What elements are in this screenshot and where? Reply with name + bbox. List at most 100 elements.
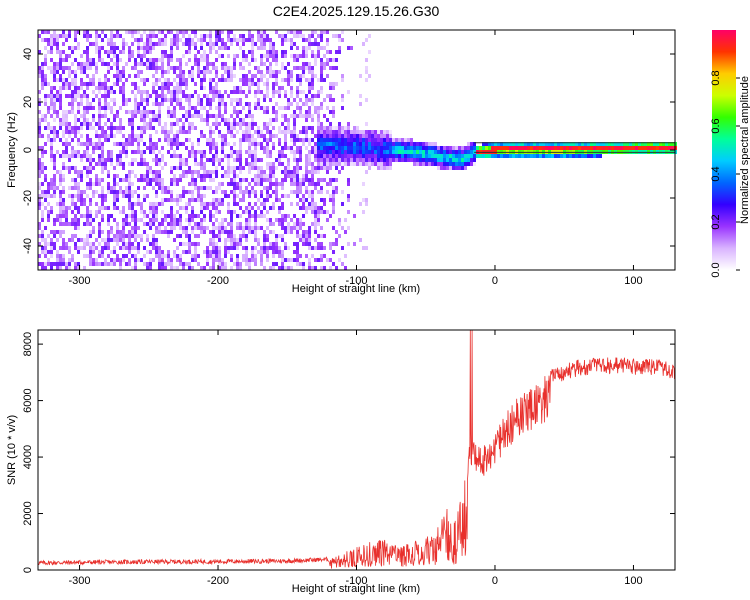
heatmap-cell [80,122,83,126]
heatmap-cell [92,58,95,62]
heatmap-cell [302,50,305,54]
heatmap-cell [74,222,77,226]
heatmap-cell [143,194,146,198]
heatmap-cell [107,102,110,106]
heatmap-cell [524,146,527,150]
heatmap-cell [188,262,191,266]
heatmap-cell [140,98,143,102]
heatmap-cell [164,70,167,74]
heatmap-cell [173,178,176,182]
heatmap-cell [143,106,146,110]
heatmap-cell [209,230,212,234]
heatmap-cell [80,202,83,206]
heatmap-cell [251,82,254,86]
heatmap-cell [215,86,218,90]
heatmap-cell [212,94,215,98]
heatmap-cell [212,46,215,50]
heatmap-cell [308,154,311,158]
heatmap-cell [374,138,377,142]
heatmap-cell [260,74,263,78]
heatmap-cell [494,154,497,158]
heatmap-cell [176,90,179,94]
heatmap-cell [296,86,299,90]
chart-title: C2E4.2025.129.15.26.G30 [273,3,440,19]
heatmap-cell [170,222,173,226]
heatmap-cell [269,150,272,154]
heatmap-cell [50,106,53,110]
heatmap-cell [254,194,257,198]
heatmap-cell [167,86,170,90]
heatmap-cell [74,78,77,82]
heatmap-cell [179,78,182,82]
heatmap-cell [62,50,65,54]
heatmap-cell [212,226,215,230]
heatmap-cell [269,62,272,66]
heatmap-cell [302,234,305,238]
heatmap-cell [38,202,41,206]
heatmap-cell [641,146,644,150]
heatmap-cell [191,42,194,46]
heatmap-cell [80,62,83,66]
heatmap-cell [557,142,560,146]
heatmap-cell [191,114,194,118]
heatmap-cell [257,70,260,74]
heatmap-cell [206,98,209,102]
heatmap-cell [242,178,245,182]
heatmap-cell [353,150,356,154]
heatmap-cell [455,150,458,154]
heatmap-cell [173,226,176,230]
heatmap-cell [290,226,293,230]
heatmap-cell [98,102,101,106]
heatmap-cell [260,182,263,186]
heatmap-cell [137,38,140,42]
heatmap-cell [86,82,89,86]
heatmap-cell [452,166,455,170]
heatmap-cell [41,250,44,254]
heatmap-cell [74,226,77,230]
heatmap-cell [170,102,173,106]
heatmap-cell [77,250,80,254]
heatmap-cell [155,82,158,86]
heatmap-cell [125,194,128,198]
x-tick-label: 0 [492,575,498,587]
heatmap-cell [203,162,206,166]
heatmap-cell [269,138,272,142]
heatmap-cell [131,210,134,214]
heatmap-cell [311,30,314,34]
heatmap-cell [197,214,200,218]
heatmap-cell [191,78,194,82]
heatmap-cell [89,34,92,38]
heatmap-cell [218,234,221,238]
heatmap-cell [140,234,143,238]
heatmap-cell [344,218,347,222]
heatmap-cell [92,150,95,154]
heatmap-cell [104,206,107,210]
heatmap-cell [74,186,77,190]
heatmap-cell [329,182,332,186]
heatmap-cell [89,78,92,82]
heatmap-cell [176,222,179,226]
heatmap-cell [350,134,353,138]
heatmap-cell [278,246,281,250]
heatmap-cell [317,246,320,250]
heatmap-cell [110,134,113,138]
heatmap-cell [182,142,185,146]
heatmap-cell [53,222,56,226]
heatmap-cell [122,82,125,86]
heatmap-cell [476,154,479,158]
heatmap-cell [116,34,119,38]
heatmap-cell [206,34,209,38]
heatmap-cell [89,166,92,170]
heatmap-cell [326,62,329,66]
heatmap-cell [41,86,44,90]
heatmap-cell [164,138,167,142]
heatmap-cell [419,154,422,158]
heatmap-cell [80,154,83,158]
heatmap-cell [458,150,461,154]
heatmap-cell [257,86,260,90]
heatmap-cell [221,30,224,34]
colorbar-tick-label: 0.8 [710,70,722,85]
colorbar-tick-label: 0.6 [710,118,722,133]
heatmap-cell [77,194,80,198]
heatmap-cell [203,218,206,222]
